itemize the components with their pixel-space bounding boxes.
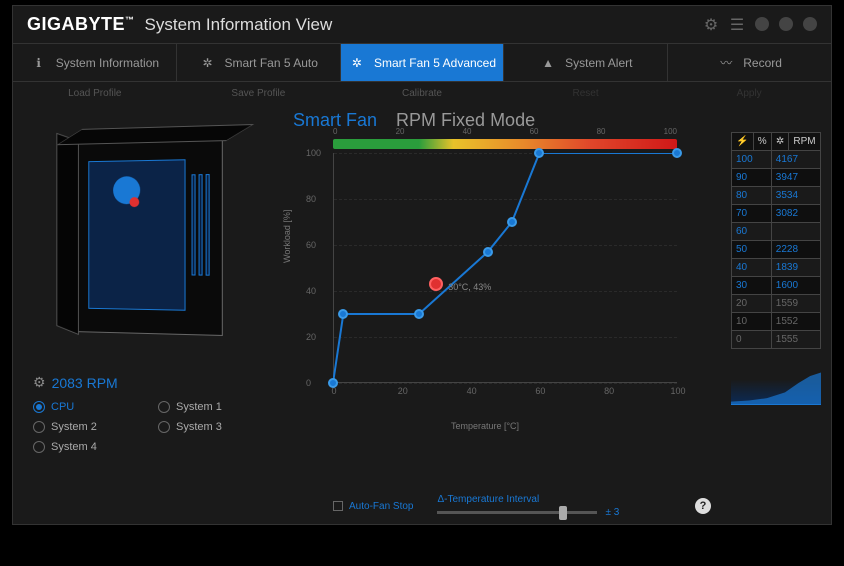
app-title: System Information View bbox=[145, 15, 333, 35]
rpm-readout: 2083 RPM bbox=[33, 374, 263, 391]
current-label: 30°C, 43% bbox=[448, 282, 491, 292]
radio-label: CPU bbox=[51, 401, 74, 413]
case-hotspot-icon bbox=[130, 197, 140, 207]
case-glass-panel bbox=[88, 159, 185, 310]
radio-system2[interactable]: System 2 bbox=[33, 421, 138, 433]
temperature-colorbar: 0 20 40 60 80 100 bbox=[333, 139, 677, 149]
tab-label: System Alert bbox=[565, 56, 632, 70]
window-max-icon[interactable] bbox=[779, 17, 793, 31]
auto-fan-stop-checkbox[interactable]: Auto-Fan Stop bbox=[333, 501, 413, 512]
col-rpm: RPM bbox=[789, 133, 821, 151]
sub-actions: Load Profile Save Profile Calibrate Rese… bbox=[13, 82, 831, 104]
tab-system-info[interactable]: ℹ System Information bbox=[13, 44, 177, 81]
titlebar-actions: ⚙ ☰ bbox=[703, 17, 817, 33]
col-pct: % bbox=[753, 133, 771, 151]
slider-label: Δ-Temperature Interval bbox=[437, 494, 671, 505]
chart-controls: Auto-Fan Stop Δ-Temperature Interval ± 3… bbox=[333, 494, 711, 518]
fan-star-icon: ✲ bbox=[348, 54, 366, 72]
table-row[interactable]: 101552 bbox=[732, 313, 821, 331]
record-icon: 〰 bbox=[717, 54, 735, 72]
app-window: GIGABYTE™ System Information View ⚙ ☰ ℹ … bbox=[12, 5, 832, 525]
tab-system-alert[interactable]: ▲ System Alert bbox=[504, 44, 668, 81]
table-row[interactable]: 401839 bbox=[732, 259, 821, 277]
info-icon: ℹ bbox=[30, 54, 48, 72]
alert-icon: ▲ bbox=[539, 54, 557, 72]
radio-label: System 4 bbox=[51, 441, 97, 453]
curve-point[interactable] bbox=[507, 217, 517, 227]
radio-label: System 3 bbox=[176, 421, 222, 433]
checkbox-icon bbox=[333, 501, 343, 511]
table-row[interactable]: 60 bbox=[732, 223, 821, 241]
table-row[interactable]: 201559 bbox=[732, 295, 821, 313]
case-pci-slots bbox=[192, 174, 214, 276]
chart-xlabel: Temperature [°C] bbox=[451, 421, 519, 431]
radio-label: System 2 bbox=[51, 421, 97, 433]
tab-label: Smart Fan 5 Auto bbox=[225, 56, 318, 70]
bolt-icon: ⚡ bbox=[732, 133, 754, 151]
main-content: 2083 RPM CPU System 1 System 2 System 3 … bbox=[13, 104, 831, 522]
tab-smart-fan-auto[interactable]: ✲ Smart Fan 5 Auto bbox=[177, 44, 341, 81]
curve-point[interactable] bbox=[534, 148, 544, 158]
radio-system1[interactable]: System 1 bbox=[158, 401, 263, 413]
temp-interval-slider[interactable]: Δ-Temperature Interval ± 3 bbox=[437, 494, 671, 518]
action-load-profile[interactable]: Load Profile bbox=[13, 88, 177, 99]
curve-point[interactable] bbox=[414, 309, 424, 319]
window-min-icon[interactable] bbox=[755, 17, 769, 31]
list-icon[interactable]: ☰ bbox=[729, 17, 745, 33]
table-row[interactable]: 803534 bbox=[732, 187, 821, 205]
titlebar: GIGABYTE™ System Information View ⚙ ☰ bbox=[13, 6, 831, 44]
left-panel: 2083 RPM CPU System 1 System 2 System 3 … bbox=[13, 104, 283, 522]
main-tabs: ℹ System Information ✲ Smart Fan 5 Auto … bbox=[13, 44, 831, 82]
slider-thumb[interactable] bbox=[559, 506, 567, 520]
table-row[interactable]: 703082 bbox=[732, 205, 821, 223]
curve-point[interactable] bbox=[483, 247, 493, 257]
action-apply[interactable]: Apply bbox=[667, 88, 831, 99]
sensor-radios: CPU System 1 System 2 System 3 System 4 bbox=[33, 401, 263, 453]
table-row[interactable]: 903947 bbox=[732, 169, 821, 187]
table-row[interactable]: 301600 bbox=[732, 277, 821, 295]
fan-curve-chart[interactable]: Workload [%] Temperature [°C] 0204060801… bbox=[293, 153, 677, 403]
radio-system4[interactable]: System 4 bbox=[33, 441, 138, 453]
radio-system3[interactable]: System 3 bbox=[158, 421, 263, 433]
fan-icon: ✲ bbox=[199, 54, 217, 72]
checkbox-label: Auto-Fan Stop bbox=[349, 501, 413, 512]
radio-cpu[interactable]: CPU bbox=[33, 401, 138, 413]
tab-label: Record bbox=[743, 56, 782, 70]
help-icon[interactable]: ? bbox=[695, 498, 711, 514]
radio-label: System 1 bbox=[176, 401, 222, 413]
table-row[interactable]: 01555 bbox=[732, 331, 821, 349]
action-reset[interactable]: Reset bbox=[504, 88, 668, 99]
fan-icon: ✲ bbox=[771, 133, 789, 151]
tab-label: System Information bbox=[56, 56, 159, 70]
window-close-icon[interactable] bbox=[803, 17, 817, 31]
slider-value: ± 3 bbox=[605, 507, 619, 518]
chart-ylabel: Workload [%] bbox=[282, 210, 292, 263]
brand-logo: GIGABYTE™ bbox=[27, 14, 135, 35]
tab-record[interactable]: 〰 Record bbox=[668, 44, 831, 81]
tab-label: Smart Fan 5 Advanced bbox=[374, 56, 496, 70]
table-row[interactable]: 502228 bbox=[732, 241, 821, 259]
case-visualization bbox=[43, 124, 253, 354]
curve-point[interactable] bbox=[328, 378, 338, 388]
curve-point[interactable] bbox=[672, 148, 682, 158]
action-calibrate[interactable]: Calibrate bbox=[340, 88, 504, 99]
chart-curve[interactable]: 30°C, 43% bbox=[333, 153, 677, 383]
current-point bbox=[429, 277, 443, 291]
right-panel: ⚡ % ✲ RPM 100416790394780353470308260502… bbox=[721, 104, 831, 522]
curve-point[interactable] bbox=[338, 309, 348, 319]
rpm-table: ⚡ % ✲ RPM 100416790394780353470308260502… bbox=[731, 132, 821, 349]
center-panel: Smart Fan RPM Fixed Mode 0 20 40 60 80 1… bbox=[283, 104, 721, 522]
action-save-profile[interactable]: Save Profile bbox=[177, 88, 341, 99]
table-row[interactable]: 1004167 bbox=[732, 151, 821, 169]
tab-smart-fan-advanced[interactable]: ✲ Smart Fan 5 Advanced bbox=[341, 44, 505, 81]
mini-trend-chart bbox=[731, 369, 821, 405]
settings-icon[interactable]: ⚙ bbox=[703, 17, 719, 33]
